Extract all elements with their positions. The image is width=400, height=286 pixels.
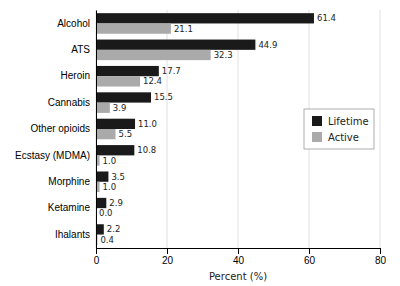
x-tick-label: 60 <box>304 255 316 266</box>
x-tick: 60 <box>304 248 316 266</box>
y-axis-line <box>96 11 97 249</box>
y-tick-label: Other opioids <box>31 123 90 134</box>
chart-container: 2.2 2.9 3.5 10.8 11.0 15.5 17.7 44.9 61.4 0.4 0.0 1… <box>0 0 400 286</box>
bar <box>96 103 110 113</box>
x-axis-title: Percent (%) <box>209 271 267 282</box>
legend-swatch <box>312 116 322 126</box>
grid-line <box>96 10 97 248</box>
x-tick-mark <box>309 248 310 254</box>
y-tick: ATS <box>71 44 96 55</box>
legend-label: Active <box>328 132 359 143</box>
y-tick-label: Ihalants <box>55 229 90 240</box>
legend-label: Lifetime <box>328 116 369 127</box>
bar <box>96 224 104 234</box>
legend-frame <box>304 109 374 149</box>
data-label: 5.5 <box>119 129 133 139</box>
legend-swatch <box>312 132 322 142</box>
y-tick: Morphine <box>48 176 96 187</box>
y-tick-label: Ecstasy (MDMA) <box>15 150 90 161</box>
bar <box>96 13 314 23</box>
data-label: 15.5 <box>154 92 173 102</box>
bar-series <box>96 13 314 234</box>
y-tick-label: Cannabis <box>48 97 90 108</box>
data-label: 12.4 <box>143 76 162 86</box>
data-label: 2.2 <box>107 224 121 234</box>
grid <box>96 10 380 248</box>
y-axis: Ihalants Ketamine Morphine Ecstasy (MDMA) Ot… <box>15 11 97 249</box>
y-tick-label: Ketamine <box>48 202 91 213</box>
x-tick-mark <box>238 248 239 254</box>
x-tick-mark <box>96 248 97 254</box>
x-tick: 40 <box>233 248 245 266</box>
y-tick: Ketamine <box>48 202 96 213</box>
data-labels: 2.2 2.9 3.5 10.8 11.0 15.5 17.7 44.9 61.4 0.4 0.0 1… <box>99 13 336 244</box>
y-tick: Cannabis <box>48 97 96 108</box>
y-tick: Ecstasy (MDMA) <box>15 150 96 161</box>
bars <box>96 13 314 245</box>
bar <box>96 23 171 33</box>
data-label: 0.0 <box>99 208 113 218</box>
x-tick-label: 20 <box>162 255 174 266</box>
data-label: 21.1 <box>174 24 193 34</box>
bar <box>96 129 116 139</box>
y-tick-label: Alcohol <box>57 18 90 29</box>
data-label: 17.7 <box>162 66 181 76</box>
data-label: 10.8 <box>137 145 156 155</box>
data-label: 32.3 <box>214 50 233 60</box>
data-label: 0.4 <box>100 235 114 245</box>
y-tick-label: Heroin <box>61 70 90 81</box>
plot: 2.2 2.9 3.5 10.8 11.0 15.5 17.7 44.9 61.4 0.4 0.0 1… <box>15 10 386 266</box>
data-label: 3.5 <box>111 172 125 182</box>
bar <box>96 50 211 60</box>
x-tick-label: 80 <box>375 255 387 266</box>
bar <box>96 92 151 102</box>
y-tick-label: Morphine <box>48 176 90 187</box>
bar <box>96 119 135 129</box>
y-tick: Heroin <box>61 70 96 81</box>
data-label: 44.9 <box>258 40 277 50</box>
bar <box>96 198 106 208</box>
data-label: 3.9 <box>113 103 127 113</box>
x-tick-label: 0 <box>94 255 100 266</box>
legend-item: Lifetime <box>312 116 369 127</box>
x-tick: 0 <box>94 248 100 266</box>
x-tick-mark <box>380 248 381 254</box>
legend-item: Active <box>312 132 359 143</box>
y-tick: Other opioids <box>31 123 96 134</box>
x-tick: 20 <box>162 248 174 266</box>
data-label: 2.9 <box>109 198 123 208</box>
legend: Lifetime Active <box>304 109 374 149</box>
bar <box>96 66 159 76</box>
x-tick-mark <box>167 248 168 254</box>
y-tick-label: ATS <box>71 44 90 55</box>
data-label: 61.4 <box>317 13 336 23</box>
y-tick: Ihalants <box>55 229 96 240</box>
data-label: 11.0 <box>138 119 157 129</box>
grid-line <box>380 10 381 248</box>
x-axis: 0 20 40 60 80 <box>94 248 387 266</box>
bar-series <box>96 23 211 244</box>
x-axis-line <box>97 249 381 255</box>
x-tick: 80 <box>375 248 387 266</box>
x-tick-label: 40 <box>233 255 245 266</box>
chart-svg: 2.2 2.9 3.5 10.8 11.0 15.5 17.7 44.9 61.4 0.4 0.0 1… <box>0 0 400 286</box>
data-label: 1.0 <box>103 156 117 166</box>
bar <box>96 76 140 86</box>
bar <box>96 40 255 50</box>
y-tick: Alcohol <box>57 18 96 29</box>
bar <box>96 145 134 155</box>
data-label: 1.0 <box>103 182 117 192</box>
bar <box>96 171 108 181</box>
